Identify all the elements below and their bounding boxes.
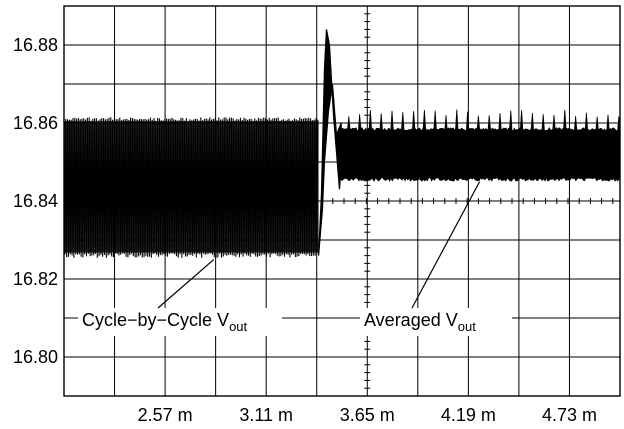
subscript: out [229,319,247,334]
subscript: out [458,319,476,334]
cycle-by-cycle-waveform [63,117,319,258]
plot-border [63,5,621,397]
y-tick-label: 16.88 [13,35,58,55]
waveform [63,29,621,258]
y-tick-label: 16.86 [13,113,58,133]
y-tick-label: 16.84 [13,191,58,211]
x-tick-label: 3.11 m [239,405,293,425]
plot-frame [63,5,621,397]
x-ticks: 2.57 m 3.11 m 3.65 m 4.19 m 4.73 m [138,405,597,425]
annotations: Cycle−by−Cycle Vout Averaged Vout [78,181,512,336]
x-tick-label: 2.57 m [138,405,193,425]
averaged-band [339,130,620,178]
averaged-ripple [338,109,621,133]
averaged-bottom-edge [338,175,621,182]
y-tick-label: 16.80 [13,347,58,367]
cycle-by-cycle-band [64,121,319,253]
averaged-leader [411,181,481,309]
y-tick-label: 16.82 [13,269,58,289]
annotation-bg [360,308,512,336]
x-tick-label: 4.19 m [441,405,496,425]
cycle-by-cycle-leader [157,259,215,309]
y-ticks: 16.88 16.86 16.84 16.82 16.80 [13,35,58,367]
annotation-bg [78,308,282,336]
transient-spike [317,29,342,256]
x-tick-label: 3.65 m [340,405,395,425]
x-tick-label: 4.73 m [542,405,597,425]
